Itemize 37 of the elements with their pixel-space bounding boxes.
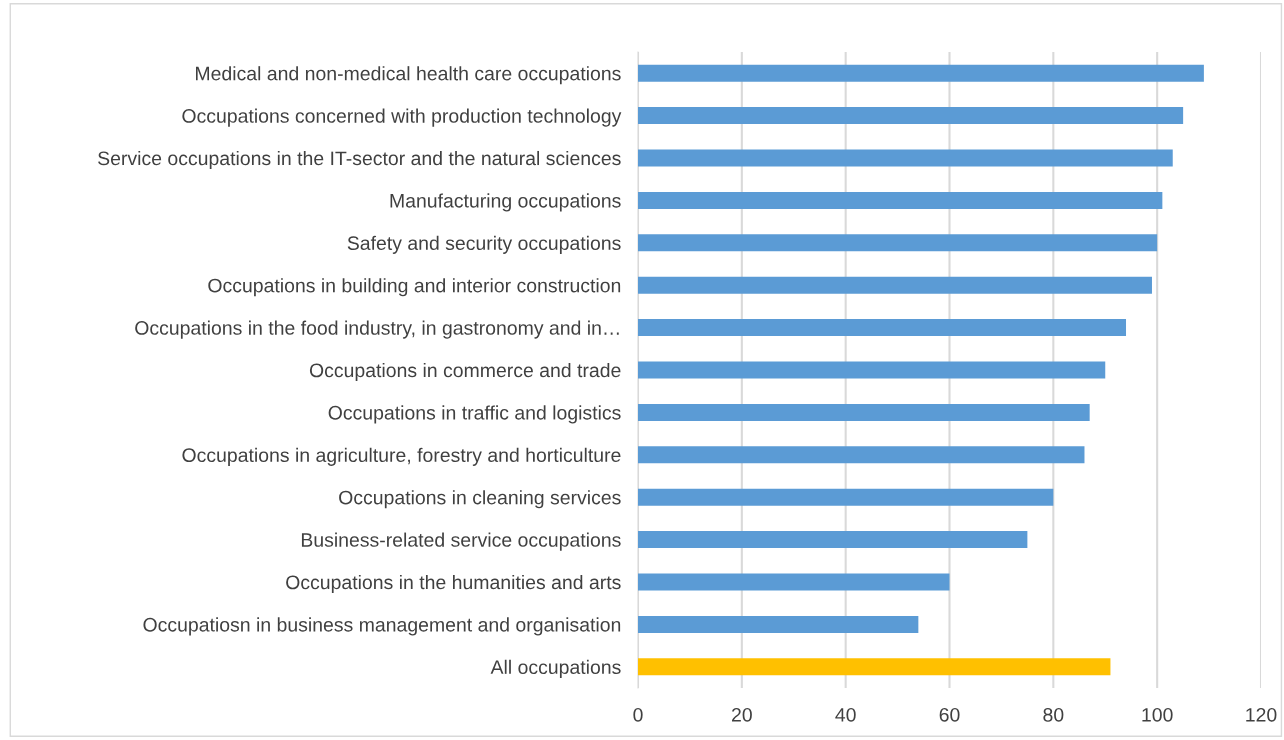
x-tick-label: 0 — [633, 707, 643, 722]
bar — [638, 615, 919, 633]
x-tick-label: 100 — [1142, 707, 1173, 722]
y-tick-label: Occupations in cleaning services — [339, 490, 621, 509]
bar — [638, 319, 1127, 337]
x-tick-label: 120 — [1246, 707, 1277, 722]
y-tick-label: Service occupations in the IT-sector and the natural sciences — [98, 150, 621, 170]
x-tick-label: 20 — [732, 707, 752, 722]
y-tick-label: Occupations in traffic and logistics — [328, 405, 621, 424]
y-tick-label: Occupatiosn in business management and organisation — [143, 617, 621, 636]
y-tick-label: Occupations in the humanities and arts — [286, 574, 621, 594]
bar — [638, 446, 1085, 464]
y-tick-label: Occupations in building and interior construction — [208, 278, 621, 297]
bar — [638, 107, 1184, 125]
bar — [638, 191, 1163, 209]
bar — [638, 234, 1158, 252]
bar — [638, 531, 1028, 549]
y-tick-label: Occupations in commerce and trade — [309, 362, 621, 382]
y-tick-label: All occupations — [490, 659, 621, 678]
x-tick-label: 60 — [939, 707, 960, 722]
y-tick-label: Occupations in agriculture, forestry and horticulture — [182, 447, 621, 466]
bar — [638, 403, 1090, 421]
y-tick-label: Safety and security occupations — [347, 235, 621, 254]
y-tick-label: Manufacturing occupations — [390, 193, 621, 212]
x-tick-label: 40 — [835, 707, 856, 722]
bar — [638, 64, 1204, 82]
y-tick-label: Occupations concerned with production technology — [182, 108, 622, 127]
y-tick-label: Occupations in the food industry, in gastronomy and in… — [135, 320, 619, 339]
y-tick-label: Business-related service occupations — [301, 532, 621, 551]
bar — [638, 149, 1173, 167]
bar — [638, 573, 950, 591]
bar — [638, 276, 1152, 294]
bar — [638, 361, 1106, 379]
bar — [638, 488, 1054, 506]
bar — [638, 658, 1111, 676]
y-tick-label: Medical and non-medical health care occupations — [196, 66, 621, 85]
x-tick-label: 80 — [1043, 707, 1064, 722]
